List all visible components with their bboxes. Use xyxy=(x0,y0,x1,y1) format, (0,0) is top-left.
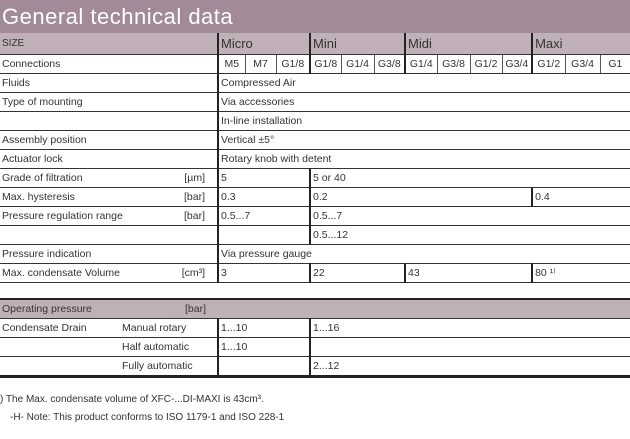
connection-value: G1/2 xyxy=(469,54,503,74)
connection-value: G3/4 xyxy=(501,54,533,74)
unit-label: [bar] xyxy=(184,191,206,203)
operating-pressure-label: [bar] Operating pressure xyxy=(0,299,219,319)
row-value: 0.2 xyxy=(309,187,533,207)
page-title: General technical data xyxy=(0,0,630,33)
size-maxi: Maxi xyxy=(531,33,630,55)
drain-type: Half automatic xyxy=(120,337,219,357)
connection-value: G1/2 xyxy=(531,54,566,74)
drain-micro-value: 1...10 xyxy=(217,337,311,357)
row-value: 0.5...7 xyxy=(217,206,311,226)
row-value: Compressed Air xyxy=(217,73,630,93)
drain-row: Half automatic 1...10 xyxy=(0,337,630,357)
connection-value: G3/8 xyxy=(373,54,406,74)
table-row: 0.5...12 xyxy=(0,225,630,245)
row-value: Via pressure gauge xyxy=(217,244,630,264)
size-label: SIZE xyxy=(0,33,219,55)
operating-pressure-value xyxy=(218,299,630,319)
table-row: Pressure indication Via pressure gauge xyxy=(0,244,630,264)
footnote-volume: ) The Max. condensate volume of XFC-...D… xyxy=(0,394,264,405)
connection-value: G3/8 xyxy=(436,54,471,74)
row-value: 43 xyxy=(404,263,533,283)
row-value: Via accessories xyxy=(217,92,630,112)
connection-value: G1/4 xyxy=(340,54,375,74)
row-label: Actuator lock xyxy=(0,149,219,169)
row-label: [bar] Pressure regulation range xyxy=(0,206,219,226)
row-value: 0.5...12 xyxy=(309,225,630,245)
row-label: Fluids xyxy=(0,73,219,93)
operating-pressure-row: [bar] Operating pressure xyxy=(0,299,630,319)
row-value: 80 ¹⁾ xyxy=(531,263,630,283)
connections-row: Connections M5 M7 G1/8 G1/8 G1/4 G3/8 G1/4 G3/8 G… xyxy=(0,54,630,74)
size-row: SIZE Micro Mini Midi Maxi xyxy=(0,33,630,55)
drain-value xyxy=(309,337,630,357)
tech-data-table: SIZE Micro Mini Midi Maxi Connections M5 M7 G1/8… xyxy=(0,33,630,378)
row-value: Vertical ±5° xyxy=(217,130,630,150)
table-row: Assembly position Vertical ±5° xyxy=(0,130,630,150)
row-value: 22 xyxy=(309,263,406,283)
row-value xyxy=(217,225,311,245)
drain-label: Condensate Drain xyxy=(0,318,120,338)
table-row: [cm³] Max. condensate Volume 3 22 43 80 ¹⁾ xyxy=(0,263,630,283)
connection-value: M5 xyxy=(217,54,246,74)
drain-row: Condensate Drain Manual rotary 1...10 1...1… xyxy=(0,318,630,338)
row-label: [bar] Max. hysteresis xyxy=(0,187,219,207)
unit-label: [µm] xyxy=(184,172,206,184)
row-label: [µm] Grade of filtration xyxy=(0,168,219,188)
drain-micro-value: 1...10 xyxy=(217,318,311,338)
drain-type: Manual rotary xyxy=(120,318,219,338)
row-value: In-line installation xyxy=(217,111,630,131)
row-label: Type of mounting xyxy=(0,92,219,112)
drain-label xyxy=(0,337,120,357)
row-value: 5 xyxy=(217,168,311,188)
table-row: [bar] Pressure regulation range 0.5...7 0.5… xyxy=(0,206,630,226)
row-value: 0.4 xyxy=(531,187,630,207)
spacer xyxy=(0,282,630,300)
drain-type: Fully automatic xyxy=(120,356,219,378)
table-row: Type of mounting Via accessories xyxy=(0,92,630,112)
row-label xyxy=(0,225,219,245)
size-micro: Micro xyxy=(217,33,311,55)
row-value: 0.5...7 xyxy=(309,206,630,226)
connection-value: G1/8 xyxy=(275,54,311,74)
row-value: 0.3 xyxy=(217,187,311,207)
connection-value: M7 xyxy=(244,54,277,74)
row-label: [cm³] Max. condensate Volume xyxy=(0,263,219,283)
row-value: 5 or 40 xyxy=(309,168,630,188)
table-row: In-line installation xyxy=(0,111,630,131)
footnote-iso: -H- Note: This product conforms to ISO 1… xyxy=(10,412,285,423)
drain-value: 2...12 xyxy=(309,356,630,378)
table-row: Fluids Compressed Air xyxy=(0,73,630,93)
row-value: Rotary knob with detent xyxy=(217,149,630,169)
footnotes: ) The Max. condensate volume of XFC-...D… xyxy=(0,391,630,427)
row-label xyxy=(0,111,219,131)
size-mini: Mini xyxy=(309,33,406,55)
drain-micro-value xyxy=(217,356,311,378)
connection-value: G1/4 xyxy=(404,54,438,74)
row-label: Assembly position xyxy=(0,130,219,150)
connection-value: G1 xyxy=(599,54,630,74)
connection-value: G1/8 xyxy=(309,54,342,74)
unit-label: [bar] xyxy=(185,303,207,315)
unit-label: [bar] xyxy=(184,210,206,222)
row-label: Pressure indication xyxy=(0,244,219,264)
connections-label: Connections xyxy=(0,54,219,74)
unit-label: [cm³] xyxy=(181,267,206,279)
drain-value: 1...16 xyxy=(309,318,630,338)
table-row: Actuator lock Rotary knob with detent xyxy=(0,149,630,169)
drain-row: Fully automatic 2...12 xyxy=(0,356,630,378)
table-row: [µm] Grade of filtration 5 5 or 40 xyxy=(0,168,630,188)
drain-label xyxy=(0,356,120,378)
table-row: [bar] Max. hysteresis 0.3 0.2 0.4 xyxy=(0,187,630,207)
size-midi: Midi xyxy=(404,33,533,55)
row-value: 3 xyxy=(217,263,311,283)
connection-value: G3/4 xyxy=(564,54,601,74)
